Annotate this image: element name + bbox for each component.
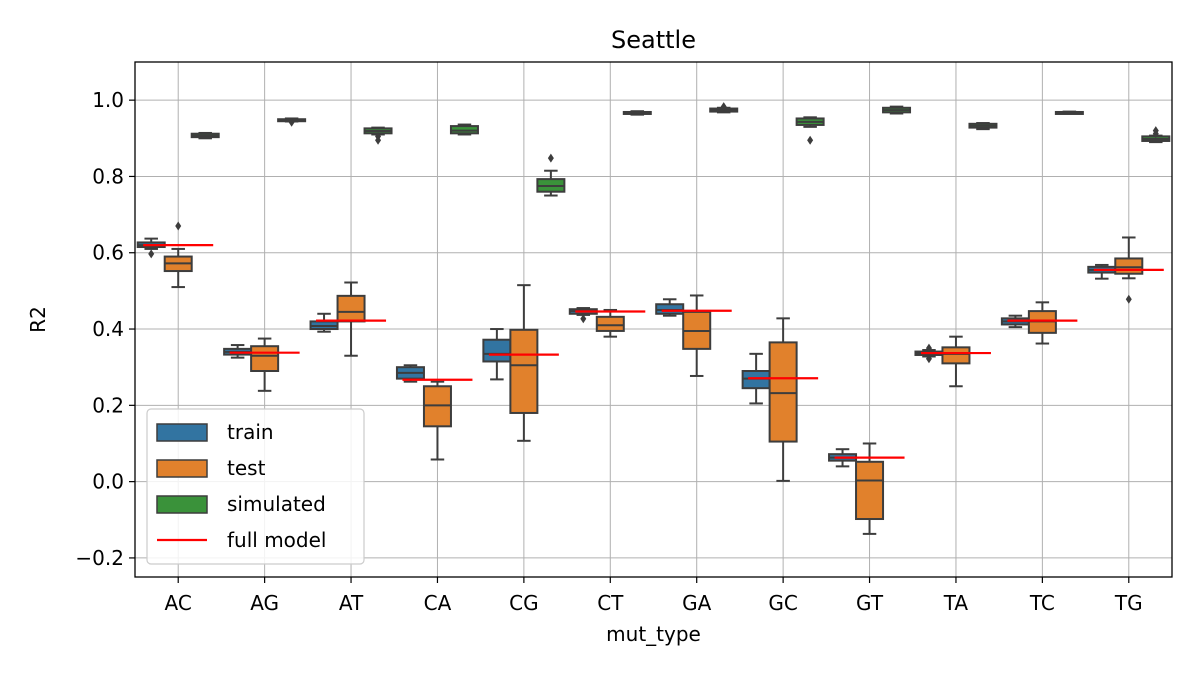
y-tick-label: 0.2 xyxy=(92,393,124,417)
outlier-point xyxy=(288,117,295,127)
box-body xyxy=(855,460,885,521)
outlier-point xyxy=(807,135,814,145)
box-body xyxy=(482,338,512,363)
legend-label: simulated xyxy=(227,492,326,516)
x-tick-label: CT xyxy=(597,591,624,615)
y-tick-label: 0.0 xyxy=(92,470,124,494)
x-tick-label: AC xyxy=(165,591,192,615)
box-test-GA xyxy=(682,294,712,377)
x-tick-label: AT xyxy=(339,591,364,615)
x-tick-label: CA xyxy=(424,591,452,615)
x-tick-label: TG xyxy=(1114,591,1143,615)
x-tick-label: AG xyxy=(250,591,279,615)
legend-label: full model xyxy=(227,528,326,552)
legend: train test simulated full model xyxy=(146,408,365,565)
box-test-GT xyxy=(855,442,885,535)
box-simulated-GT xyxy=(882,105,912,115)
box-simulated-TC xyxy=(1054,110,1084,115)
box-body xyxy=(768,341,798,443)
box-test-GC xyxy=(768,317,798,482)
legend-label: test xyxy=(227,456,266,480)
box-body xyxy=(509,328,539,414)
x-tick-label: CG xyxy=(509,591,538,615)
box-body xyxy=(336,294,366,323)
y-ticks: −0.2 0.0 0.2 0.4 0.6 0.8 1.0 xyxy=(75,88,135,570)
legend-item-test: test xyxy=(156,456,266,480)
outlier-point xyxy=(580,314,587,324)
box-body xyxy=(1114,257,1144,275)
boxes xyxy=(136,102,1171,535)
outlier-point xyxy=(175,221,182,231)
box-simulated-AT xyxy=(363,126,393,145)
full-model-lines xyxy=(143,244,1164,459)
x-tick-label: TA xyxy=(943,591,969,615)
x-tick-label: TC xyxy=(1029,591,1055,615)
legend-item-train: train xyxy=(156,420,274,444)
legend-swatch xyxy=(156,423,208,442)
box-simulated-TA xyxy=(968,122,998,131)
y-tick-label: 0.6 xyxy=(92,241,124,265)
y-tick-label: 0.8 xyxy=(92,164,124,188)
box-simulated-AC xyxy=(190,131,220,140)
outlier-point xyxy=(1152,126,1159,136)
chart-title: Seattle xyxy=(611,26,696,54)
legend-item-full-model: full model xyxy=(157,528,326,552)
x-tick-label: GT xyxy=(856,591,884,615)
box-test-TA xyxy=(941,335,971,388)
x-tick-label: GA xyxy=(682,591,711,615)
box-simulated-GC xyxy=(795,116,825,145)
legend-swatch xyxy=(156,495,208,514)
outlier-point xyxy=(925,343,932,353)
y-tick-label: 1.0 xyxy=(92,88,124,112)
outlier-point xyxy=(375,135,382,145)
box-test-CT xyxy=(595,308,625,338)
outlier-point xyxy=(1125,294,1132,304)
x-axis-label: mut_type xyxy=(606,622,701,646)
outlier-point xyxy=(547,153,554,163)
legend-label: train xyxy=(227,420,274,444)
outlier-point xyxy=(148,249,155,259)
box-body xyxy=(595,315,625,332)
y-tick-label: 0.4 xyxy=(92,317,124,341)
legend-box xyxy=(146,408,365,565)
plot-frame xyxy=(134,61,1173,578)
legend-swatch xyxy=(156,459,208,478)
y-axis-label: R2 xyxy=(26,306,50,333)
box-train-CG xyxy=(482,328,512,381)
box-simulated-CG xyxy=(536,153,566,197)
box-test-CG xyxy=(509,284,539,442)
outlier-point xyxy=(720,102,727,112)
box-simulated-AG xyxy=(277,117,307,127)
box-simulated-CT xyxy=(622,110,652,116)
box-simulated-CA xyxy=(449,123,479,136)
box-test-CA xyxy=(422,380,452,461)
box-simulated-TG xyxy=(1141,126,1171,144)
box-test-AT xyxy=(336,281,366,357)
box-train-CA xyxy=(395,364,425,383)
box-simulated-GA xyxy=(709,102,739,114)
legend-item-simulated: simulated xyxy=(156,492,326,516)
outlier-point xyxy=(925,354,932,364)
box-body xyxy=(250,345,280,373)
box-body xyxy=(941,346,971,365)
x-ticks: AC AG AT CA CG CT GA GC GT TA TC TG xyxy=(165,577,1143,615)
box-test-AG xyxy=(250,337,280,392)
x-tick-label: GC xyxy=(768,591,797,615)
box-test-AC xyxy=(163,221,193,289)
y-tick-label: −0.2 xyxy=(75,546,124,570)
